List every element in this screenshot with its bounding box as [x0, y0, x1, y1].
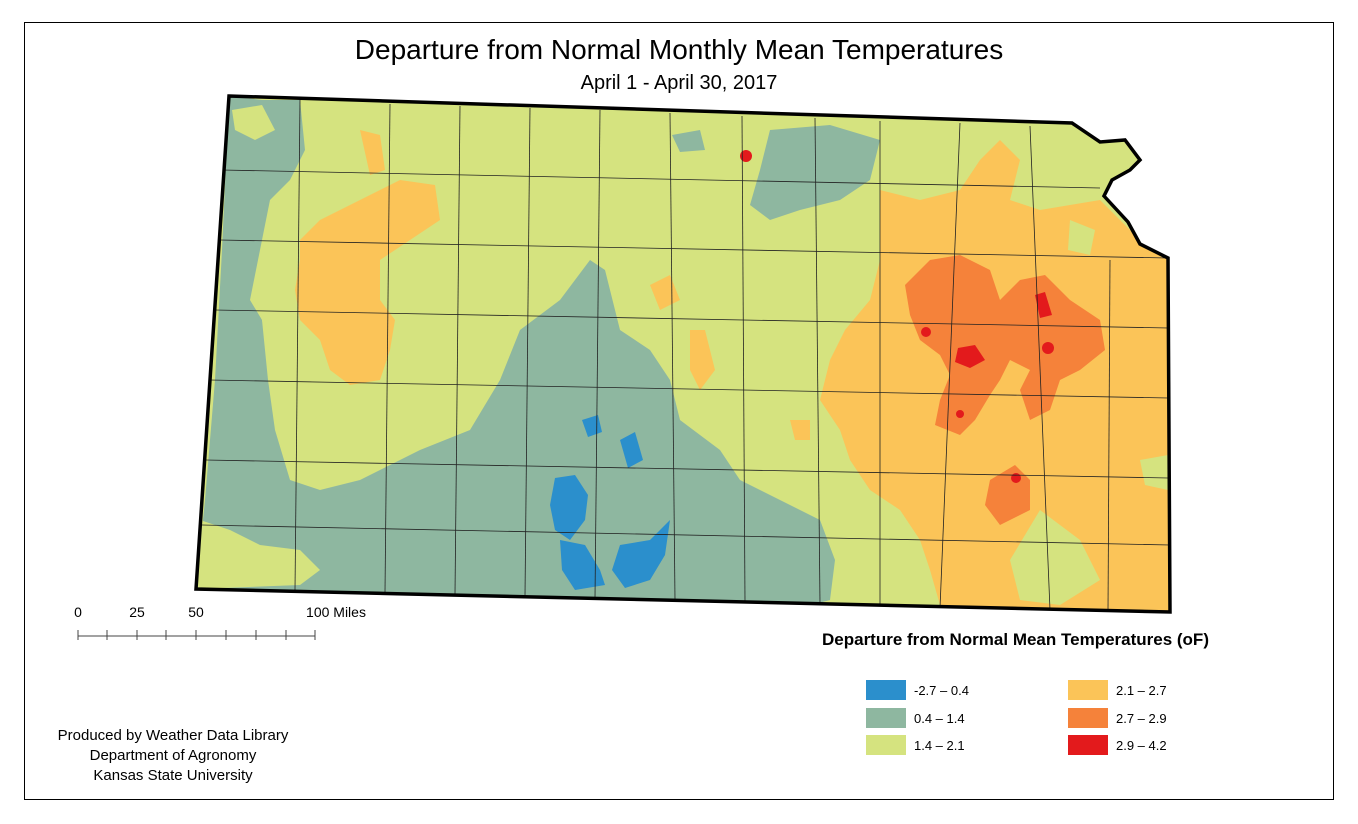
region-0-4-to-1-4	[196, 96, 835, 608]
legend-item: 2.9 – 4.2	[1068, 735, 1167, 755]
legend-title: Departure from Normal Mean Temperatures …	[822, 630, 1209, 649]
legend-swatch	[1068, 708, 1108, 728]
credits-line: Produced by Weather Data Library	[57, 727, 289, 744]
scale-label: 50	[188, 604, 204, 620]
credits-line: Kansas State University	[93, 767, 253, 784]
credits: Produced by Weather Data Library Departm…	[28, 726, 318, 786]
map-frame	[24, 22, 1334, 800]
map-title: Departure from Normal Monthly Mean Tempe…	[354, 34, 1004, 65]
region-2-1-to-2-7-west	[295, 180, 440, 385]
kansas-state-outline	[194, 94, 1172, 614]
legend-item: 2.7 – 2.9	[1068, 708, 1167, 728]
credits-line: Department of Agronomy	[89, 747, 257, 764]
legend-swatch	[866, 708, 906, 728]
map-subtitle: April 1 - April 30, 2017	[580, 72, 778, 94]
legend-label: 2.1 – 2.7	[1116, 682, 1167, 698]
legend-label: 0.4 – 1.4	[914, 710, 965, 726]
temperature-regions	[196, 96, 1170, 612]
legend-swatch	[866, 735, 906, 755]
county-boundaries	[201, 99, 1170, 612]
legend-swatch	[866, 680, 906, 700]
legend-label: 1.4 – 2.1	[914, 737, 965, 753]
legend-label: 2.9 – 4.2	[1116, 737, 1167, 753]
legend-item: -2.7 – 0.4	[866, 680, 969, 700]
scale-label: 25	[129, 604, 145, 620]
scale-label: 100 Miles	[306, 604, 366, 620]
scale-label: 0	[74, 604, 82, 620]
scale-bar: 0 25 50 100 Miles	[60, 604, 400, 654]
legend-item: 1.4 – 2.1	[866, 735, 965, 755]
legend-item: 0.4 – 1.4	[866, 708, 965, 728]
region-2-9-to-4-2	[740, 150, 752, 162]
scale-bar-graphic	[77, 630, 316, 640]
legend-label: 2.7 – 2.9	[1116, 710, 1167, 726]
legend-swatch	[1068, 735, 1108, 755]
region-2-7-to-2-9	[905, 255, 1105, 435]
legend-item: 2.1 – 2.7	[1068, 680, 1167, 700]
legend-label: -2.7 – 0.4	[914, 682, 969, 698]
region-neg-2-7-to-0-4	[550, 475, 588, 540]
legend-swatch	[1068, 680, 1108, 700]
